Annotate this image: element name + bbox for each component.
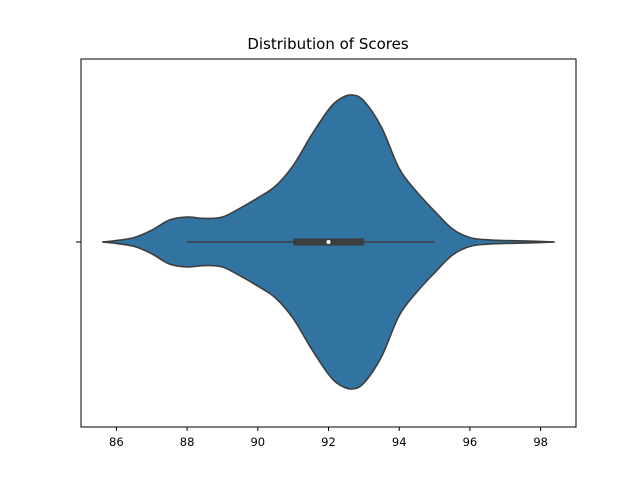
chart-title: Distribution of Scores	[247, 35, 409, 53]
x-tick-label: 96	[463, 435, 478, 449]
x-tick-label: 86	[109, 435, 124, 449]
x-tick-label: 98	[533, 435, 548, 449]
x-tick-label: 94	[392, 435, 407, 449]
median-marker	[326, 240, 331, 244]
x-tick-label: 88	[180, 435, 195, 449]
x-tick-label: 90	[250, 435, 265, 449]
x-tick-label: 92	[321, 435, 336, 449]
